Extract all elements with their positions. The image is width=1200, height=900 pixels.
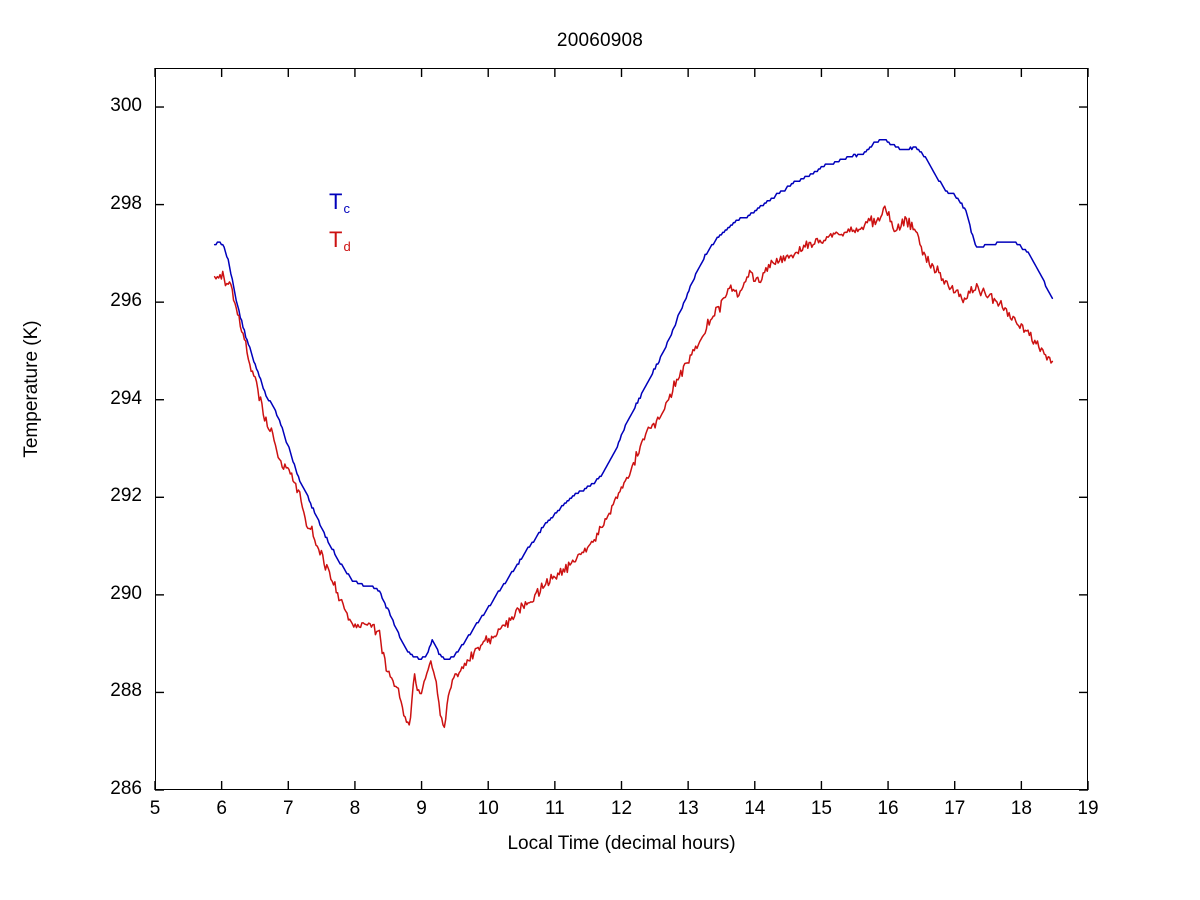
legend-td-base: T xyxy=(329,227,343,252)
plot-area: Tc Td xyxy=(155,68,1088,790)
y-tick-label: 288 xyxy=(110,680,142,702)
y-tick-label: 300 xyxy=(110,95,142,117)
chart-title: 20060908 xyxy=(556,30,644,51)
legend-entry-td: Td xyxy=(329,227,351,254)
x-tick-label: 8 xyxy=(349,798,361,819)
series-line-tc xyxy=(213,138,1054,661)
legend-td-sub: d xyxy=(343,239,351,254)
series-group xyxy=(213,138,1054,729)
y-tick-label: 292 xyxy=(110,485,142,507)
x-tick-label: 18 xyxy=(1010,798,1032,819)
y-tick-label: 286 xyxy=(110,778,142,799)
x-tick-label: 12 xyxy=(610,798,633,819)
y-tick-label: 298 xyxy=(110,192,142,214)
y-tick-label: 290 xyxy=(110,582,142,604)
legend-tc-sub: c xyxy=(343,201,350,216)
plot-svg xyxy=(213,138,1054,729)
x-tick-label: 19 xyxy=(1077,798,1099,819)
x-tick-label: 15 xyxy=(810,798,832,819)
x-tick-label: 6 xyxy=(216,798,227,819)
x-tick-label: 9 xyxy=(416,798,427,819)
x-tick-label: 16 xyxy=(877,798,899,819)
y-tick-label: 296 xyxy=(110,290,142,312)
x-tick-label: 7 xyxy=(282,798,294,819)
x-tick-label: 17 xyxy=(944,798,966,819)
x-tick-label: 5 xyxy=(149,798,161,819)
x-axis-label: Local Time (decimal hours) xyxy=(507,833,736,854)
x-tick-label: 14 xyxy=(744,798,766,819)
y-tick-label: 294 xyxy=(110,387,142,409)
series-line-td xyxy=(213,205,1054,729)
x-tick-label: 10 xyxy=(477,798,499,819)
y-axis-label: Temperature (K) xyxy=(21,320,42,458)
x-tick-label: 13 xyxy=(677,798,699,819)
legend-entry-tc: Tc xyxy=(329,189,350,216)
legend-tc-base: T xyxy=(329,189,343,214)
x-tick-label: 11 xyxy=(544,798,565,819)
